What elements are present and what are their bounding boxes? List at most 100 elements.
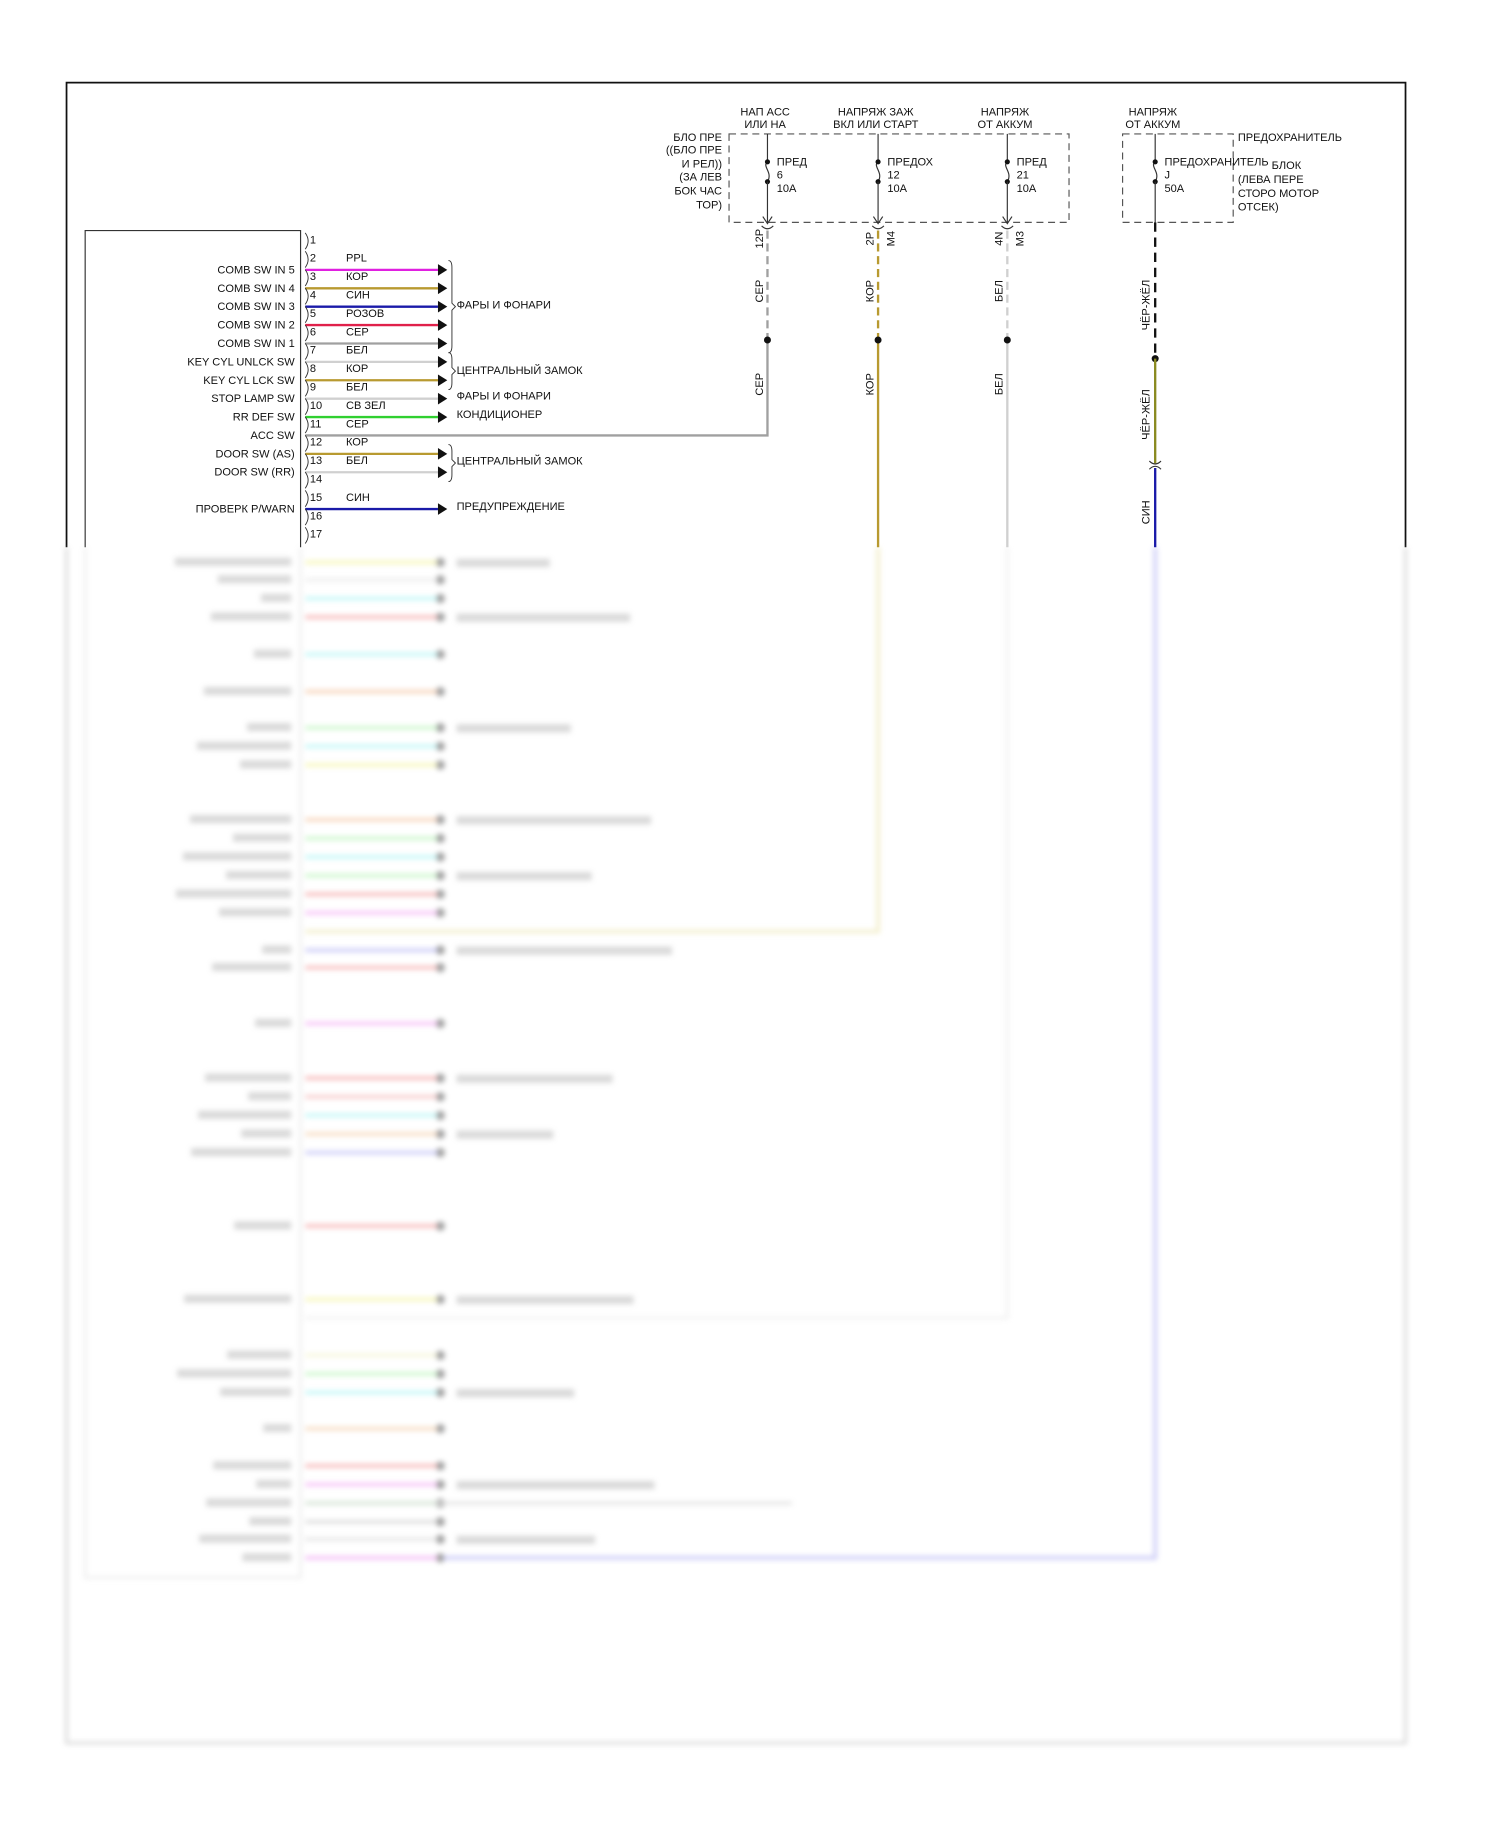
fuse-block-label: ((БЛО ПРЕ [666, 145, 722, 157]
connector-pin-label: M3 [1015, 231, 1027, 246]
fuse-block-label: БОК ЧАС [674, 185, 722, 197]
pin-number: 1 [310, 234, 316, 246]
blurred-signal-label [213, 1461, 292, 1470]
fuse-block-j-label: СТОРО МОТОР [1238, 188, 1319, 200]
blurred-terminal [435, 1129, 445, 1139]
blurred-signal-label [234, 1221, 292, 1230]
fuse-label: ПРЕДОХРАНИТЕЛЬ [1165, 156, 1269, 168]
pin-cavity [304, 232, 309, 250]
blurred-terminal [435, 889, 445, 899]
fuse-block-label: И РЕЛ)) [682, 159, 722, 171]
pin-number: 10 [310, 400, 322, 412]
wire-acc-feed [305, 339, 769, 437]
blurred-terminal [435, 908, 445, 918]
blurred-signal-label [217, 575, 292, 584]
pin-cavity [304, 416, 309, 434]
destination-label: ЦЕНТРАЛЬНЫЙ ЗАМОК [457, 455, 584, 468]
blurred-signal-label [241, 1129, 292, 1138]
blurred-terminal [435, 870, 445, 881]
connector-body [84, 229, 302, 548]
pin-cavity [304, 269, 309, 287]
destination-label: ФАРЫ И ФОНАРИ [457, 300, 551, 312]
fuse-label: 50A [1165, 183, 1185, 195]
arrow-icon [437, 356, 448, 368]
fuse-label: 12 [887, 170, 899, 182]
blurred-signal-label [182, 852, 292, 861]
pin-signal-label: STOP LAMP SW [211, 393, 295, 405]
blurred-terminal [435, 575, 445, 585]
arrow-icon [437, 392, 448, 405]
pin-number: 17 [310, 529, 322, 541]
fuse-label: 10A [887, 183, 907, 195]
fuse-label: ПРЕДОХ [887, 156, 933, 168]
blurred-signal-label [196, 741, 292, 750]
pin-cavity [304, 471, 309, 489]
wire-color-label: ЧЁР-ЖЁЛ [1140, 389, 1152, 440]
fuse-label: 6 [777, 170, 783, 182]
fuse-terminal [875, 159, 881, 165]
wire-color-label: КОР [864, 280, 876, 302]
blurred-destination-label [456, 1295, 634, 1305]
arrow-icon [437, 503, 448, 515]
pin-number: 5 [310, 308, 316, 320]
blurred-destination-label [456, 1074, 613, 1083]
arrow-icon [437, 319, 448, 331]
blurred-terminal [435, 962, 445, 973]
pin-number: 13 [310, 455, 322, 467]
group-brace [448, 444, 457, 483]
fuse-icon [1005, 161, 1010, 182]
blurred-terminal [435, 686, 445, 697]
blurred-destination-label [456, 724, 571, 733]
pin-cavity [304, 379, 309, 397]
blurred-signal-label [219, 908, 292, 917]
blurred-terminal [435, 1018, 445, 1029]
blurred-signal-label [184, 1294, 292, 1303]
pin-number: 16 [310, 510, 322, 522]
wire-color-label: PPL [346, 253, 367, 265]
blurred-destination-label [456, 872, 592, 881]
fuse-label: 10A [777, 183, 797, 195]
pin-signal-label: ACC SW [251, 430, 296, 442]
blurred-signal-label [240, 760, 292, 769]
connector-icon [1001, 225, 1014, 230]
connector-pin-label: 4N [994, 232, 1006, 246]
blurred-terminal [435, 612, 445, 622]
splice-dot [1003, 336, 1011, 344]
blurred-signal-label [177, 1369, 292, 1378]
blurred-signal-label [199, 1534, 292, 1543]
blurred-terminal [435, 852, 445, 862]
supply-title: НАПРЯЖ ЗАЖ [838, 106, 915, 118]
destination-label: ЦЕНТРАЛЬНЫЙ ЗАМОК [457, 364, 584, 377]
blurred-signal-label [253, 649, 292, 658]
blurred-signal-label [191, 1148, 292, 1157]
fuse-icon [875, 161, 881, 182]
pin-signal-label: COMB SW IN 2 [217, 320, 294, 332]
pin-number: 6 [310, 326, 316, 338]
connector-arrow-icon [762, 216, 773, 225]
pin-number: 7 [310, 345, 316, 357]
wire-color-label: СЕР [346, 326, 369, 338]
fuse-block-j-label: (ЛЕВА ПЕРЕ [1238, 174, 1304, 186]
pin-cavity [304, 342, 309, 360]
arrow-icon [437, 300, 448, 313]
pin-number: 3 [310, 271, 316, 283]
blurred-signal-label [198, 1110, 292, 1119]
destination-label: ФАРЫ И ФОНАРИ [457, 390, 551, 402]
blurred-signal-label [242, 1553, 292, 1562]
blurred-destination-label [456, 1389, 575, 1398]
blurred-destination-label [456, 1130, 554, 1139]
blurred-signal-label [226, 870, 292, 880]
blurred-destination-label [456, 613, 631, 622]
wire-color-label: СЕР [754, 373, 766, 396]
blurred-signal-label [174, 557, 292, 566]
blurred-terminal [435, 833, 445, 843]
pin-number: 4 [310, 290, 316, 302]
fuse-block-j-label: ПРЕДОХРАНИТЕЛЬ [1238, 132, 1342, 144]
fuse-terminal [1004, 159, 1010, 165]
blurred-signal-label [255, 1018, 292, 1027]
supply-title: НАПРЯЖ [1129, 106, 1178, 118]
group-brace [448, 260, 457, 354]
blurred-signal-label [212, 962, 292, 972]
fuse-icon [1152, 161, 1158, 182]
